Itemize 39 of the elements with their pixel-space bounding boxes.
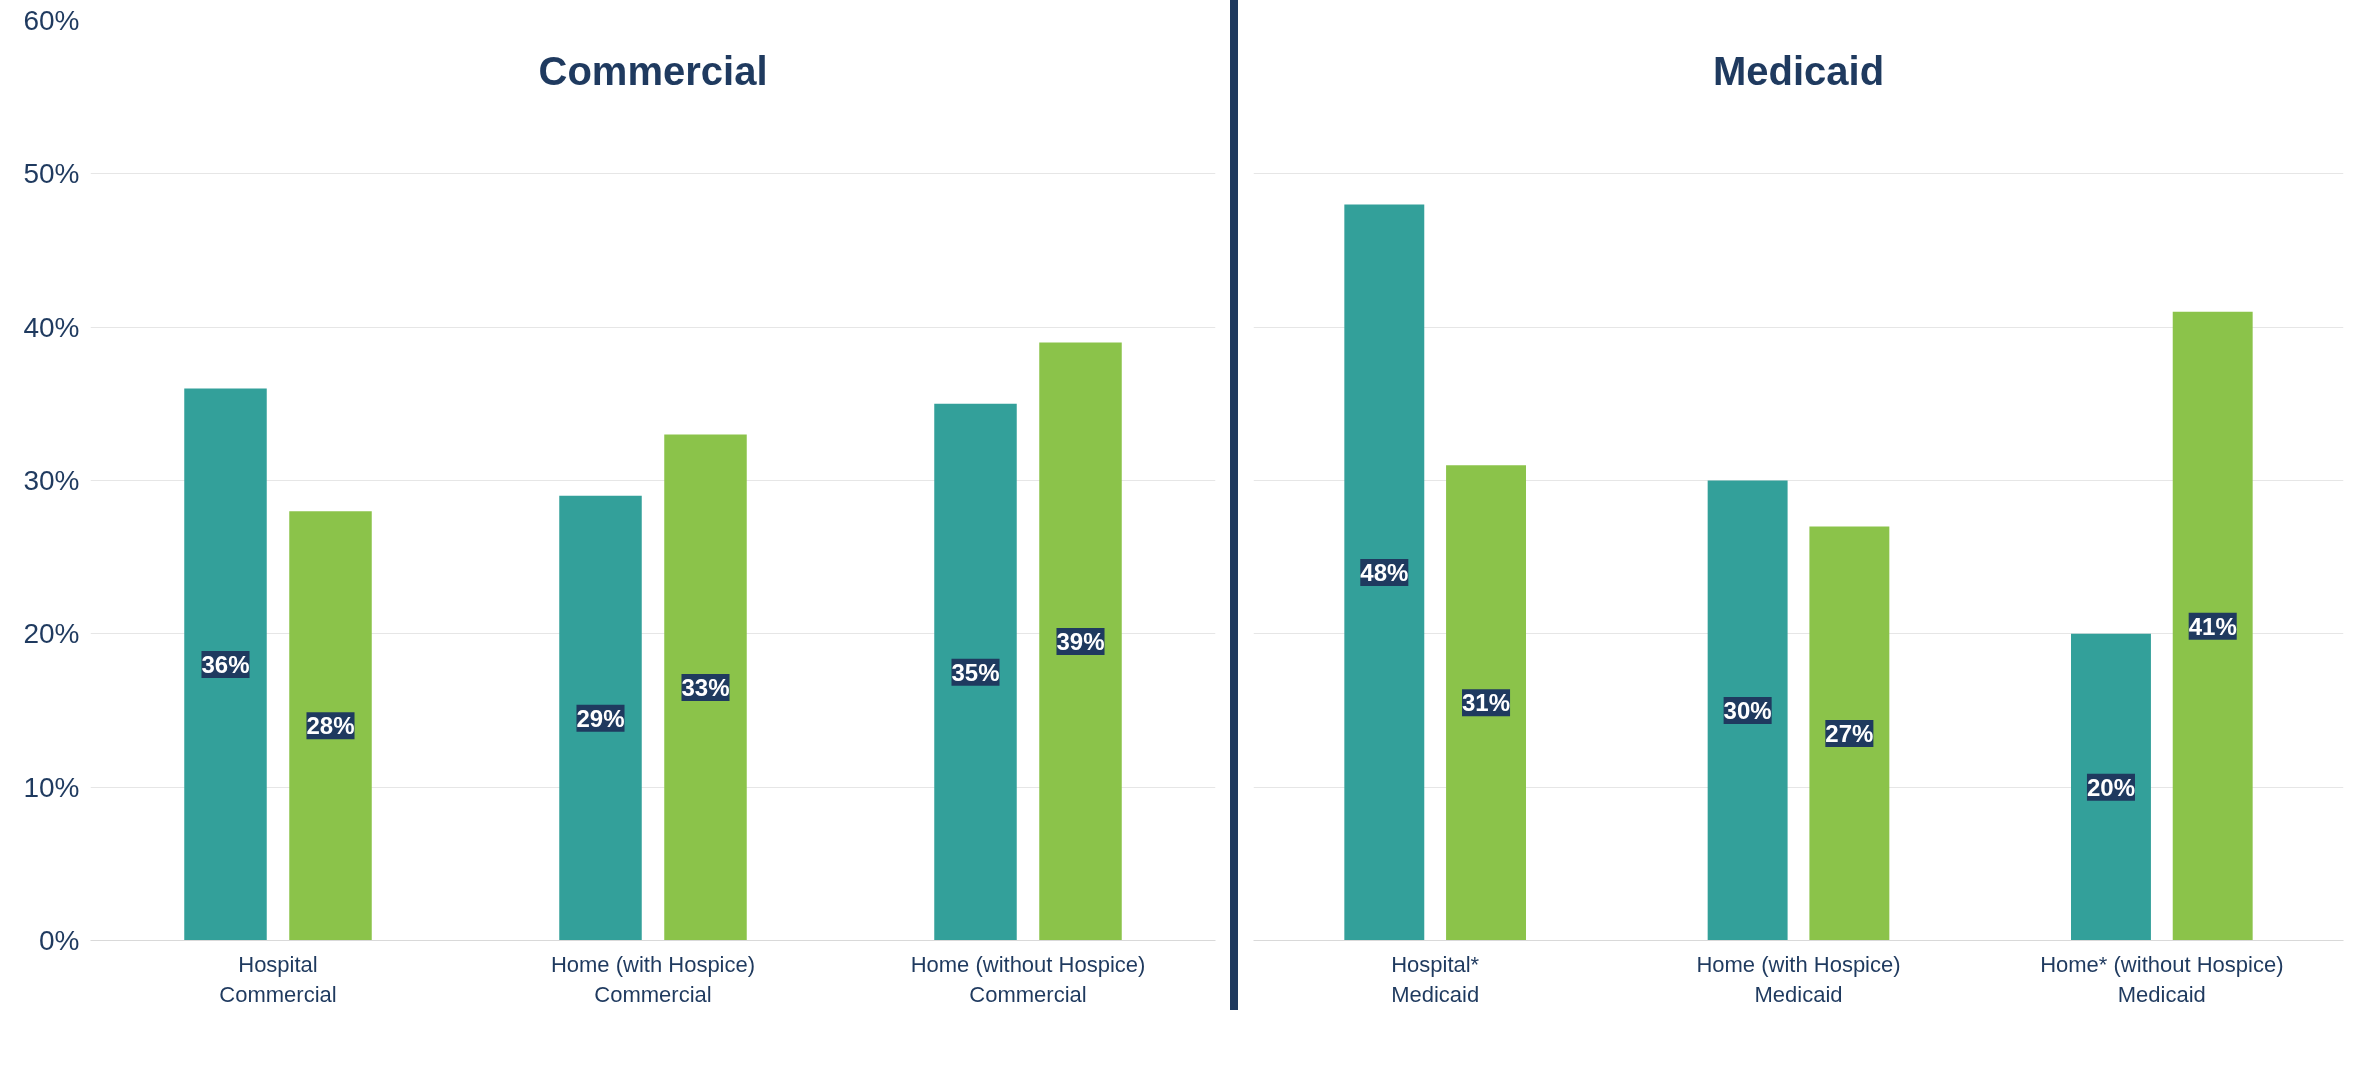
data-label: 29% <box>576 704 625 732</box>
data-label: 36% <box>201 651 250 678</box>
x-tick-label: Home (with Hospice) Commercial <box>550 951 756 1007</box>
bar <box>664 434 747 941</box>
y-tick-label: 10% <box>23 771 80 803</box>
bar <box>1809 526 1890 941</box>
x-tick-label: Home (without Hospice) Commercial <box>910 951 1146 1007</box>
y-tick-label: 60% <box>23 5 80 36</box>
text: Commercial <box>538 49 768 94</box>
bar <box>1707 480 1788 941</box>
bar <box>289 511 372 941</box>
bar <box>1344 204 1425 941</box>
bar <box>2071 633 2151 941</box>
y-tick-label: 20% <box>23 618 80 650</box>
data-label: 20% <box>2086 773 2135 801</box>
bar <box>1446 465 1526 941</box>
data-label: 31% <box>1462 689 1511 717</box>
x-tick-label: Home (with Hospice) Medicaid <box>1696 951 1901 1007</box>
y-tick-label: 0% <box>39 925 80 956</box>
data-label: 48% <box>1360 559 1409 586</box>
data-label: 27% <box>1825 720 1874 747</box>
data-label: 39% <box>1056 628 1105 655</box>
y-tick-label: 50% <box>23 158 80 190</box>
data-label: 35% <box>951 658 1000 686</box>
y-tick-label: 40% <box>23 311 80 343</box>
bar <box>2172 311 2253 941</box>
x-tick-label: Hospital Commercial <box>219 951 337 1007</box>
bar <box>934 403 1017 941</box>
data-label: 30% <box>1723 697 1772 724</box>
x-tick-label: Home* (without Hospice) Medicaid <box>2040 951 2284 1007</box>
data-label: 33% <box>681 674 730 701</box>
bar <box>184 388 267 941</box>
text: Medicaid <box>1712 49 1885 94</box>
data-label: 41% <box>2188 612 2237 640</box>
y-tick-label: 30% <box>23 465 80 496</box>
bar <box>1039 342 1122 941</box>
x-tick-label: Hospital* Medicaid <box>1391 951 1480 1007</box>
bar <box>559 495 642 941</box>
data-label: 28% <box>306 712 355 740</box>
